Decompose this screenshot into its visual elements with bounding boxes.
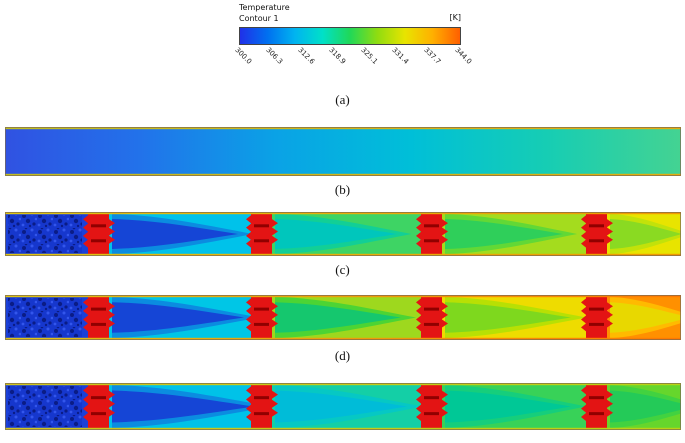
panel-outline xyxy=(5,295,681,340)
plume-core xyxy=(275,390,407,423)
contour-svg-c xyxy=(5,212,681,256)
static-mixer-element xyxy=(83,296,115,339)
hot-wall-bottom-edge xyxy=(5,337,681,340)
hot-wall-top-edge xyxy=(5,383,681,386)
hot-wall-bottom-edge xyxy=(5,173,681,176)
hot-wall-bottom-edge xyxy=(5,253,681,256)
caption-a: (a) xyxy=(335,92,350,107)
static-mixer-element xyxy=(83,213,115,255)
static-mixer-element xyxy=(416,384,448,429)
plume-core xyxy=(610,390,681,423)
plume-core xyxy=(112,302,244,333)
smooth-temperature-field xyxy=(5,127,681,176)
plume-core xyxy=(275,219,397,249)
colorbar-ticks: 300.0 306.3 312.6 318.9 325.1 331.4 337.7 344.0 xyxy=(233,46,473,80)
colorbar-legend: Temperature Contour 1 [K] 300.0 306.3 312.… xyxy=(233,2,473,66)
hot-wall-top-edge xyxy=(5,127,681,130)
inlet-speckle-region xyxy=(8,298,82,337)
contour-svg-d xyxy=(5,295,681,340)
contour-panel-e xyxy=(5,383,681,430)
colorbar-tick-label: 337.7 xyxy=(421,46,442,66)
hot-wall-top-edge xyxy=(5,212,681,215)
panel-outline xyxy=(5,383,681,430)
contour-panel-c xyxy=(5,212,681,256)
colorbar-tick-label: 325.1 xyxy=(359,46,379,66)
panel-outline xyxy=(5,127,681,176)
plume-core xyxy=(610,219,681,249)
plume-core xyxy=(445,219,563,249)
inlet-speckle-region xyxy=(8,386,82,427)
caption-c: (c) xyxy=(335,262,350,277)
static-mixer-element xyxy=(581,296,613,339)
static-mixer-element xyxy=(246,384,278,429)
contour-panel-b xyxy=(5,127,681,176)
colorbar-tick-label: 331.4 xyxy=(390,46,411,66)
hot-wall-bottom-edge xyxy=(5,427,681,430)
plume-core xyxy=(275,302,401,333)
colorbar xyxy=(239,27,461,45)
static-mixer-element xyxy=(246,296,278,339)
plume-core xyxy=(445,390,571,423)
static-mixer-element xyxy=(246,213,278,255)
contour-svg-b xyxy=(5,127,681,176)
hot-wall-top-edge xyxy=(5,295,681,298)
colorbar-tick-label: 344.0 xyxy=(453,46,474,66)
static-mixer-element xyxy=(416,213,448,255)
static-mixer-element xyxy=(416,296,448,339)
static-mixer-element xyxy=(83,384,115,429)
colorbar-tick-label: 312.6 xyxy=(296,46,317,66)
static-mixer-element xyxy=(581,384,613,429)
panel-outline xyxy=(5,212,681,256)
contour-panel-d xyxy=(5,295,681,340)
contour-svg-e xyxy=(5,383,681,430)
plume-core xyxy=(112,390,254,423)
legend-title: Temperature xyxy=(239,3,290,12)
colorbar-tick-label: 306.3 xyxy=(264,46,285,66)
plume-core xyxy=(445,302,571,333)
colorbar-tick-label: 318.9 xyxy=(327,46,348,66)
plume-core xyxy=(610,302,681,333)
plume-core xyxy=(112,219,238,249)
inlet-speckle-region xyxy=(8,215,82,253)
caption-d: (d) xyxy=(334,348,351,363)
legend-subtitle: Contour 1 xyxy=(239,14,279,23)
static-mixer-element xyxy=(581,213,613,255)
caption-b: (b) xyxy=(334,182,351,197)
colorbar-tick-label: 300.0 xyxy=(233,46,254,66)
legend-unit-label: [K] xyxy=(449,13,462,22)
